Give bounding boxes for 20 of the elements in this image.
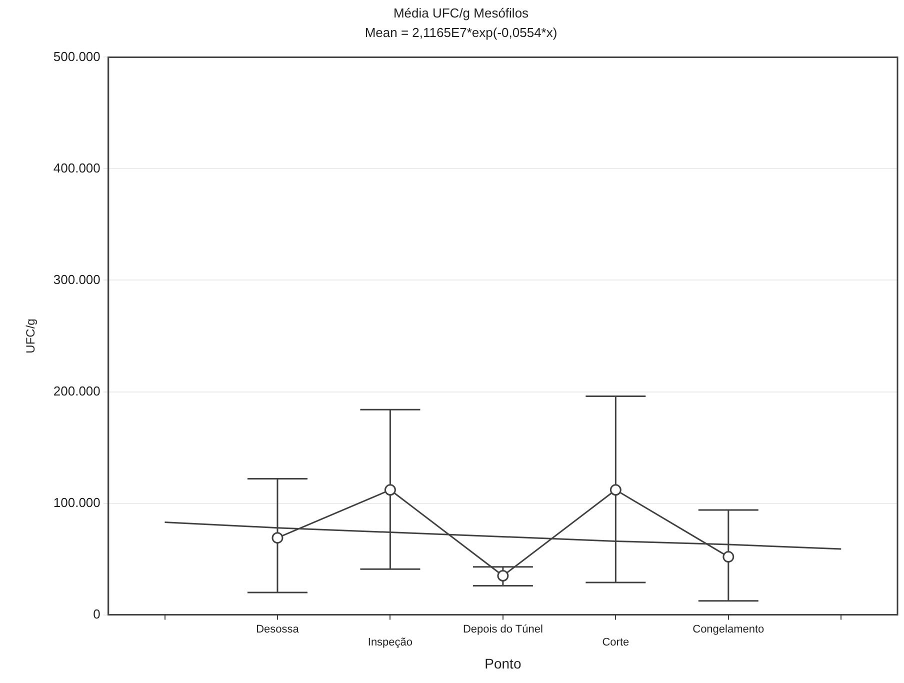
- chart-subtitle: Mean = 2,1165E7*exp(-0,0554*x): [364, 24, 558, 40]
- x-axis-title: Ponto: [484, 655, 522, 672]
- point: [610, 484, 622, 496]
- chart-title: Média UFC/g Mesófilos: [393, 5, 530, 20]
- y-axis-title: UFC/g: [24, 318, 38, 354]
- x-tick-label: Desossa: [256, 623, 300, 636]
- y-tick-label: 200.000: [53, 383, 100, 398]
- y-tick-label: 0: [93, 606, 100, 622]
- point: [722, 551, 734, 563]
- point: [497, 570, 509, 582]
- x-tick-label: Depois do Túnel: [462, 623, 543, 636]
- point: [384, 484, 396, 496]
- y-tick-label: 500.000: [53, 48, 100, 64]
- x-tick-label: Corte: [602, 636, 630, 649]
- x-tick-label: Inspeção: [368, 636, 413, 649]
- point: [272, 532, 284, 544]
- y-tick-label: 300.000: [53, 272, 100, 287]
- y-tick-label: 400.000: [53, 160, 100, 176]
- y-tick-label: 100.000: [53, 494, 100, 510]
- x-tick-label: Congelamento: [692, 623, 764, 636]
